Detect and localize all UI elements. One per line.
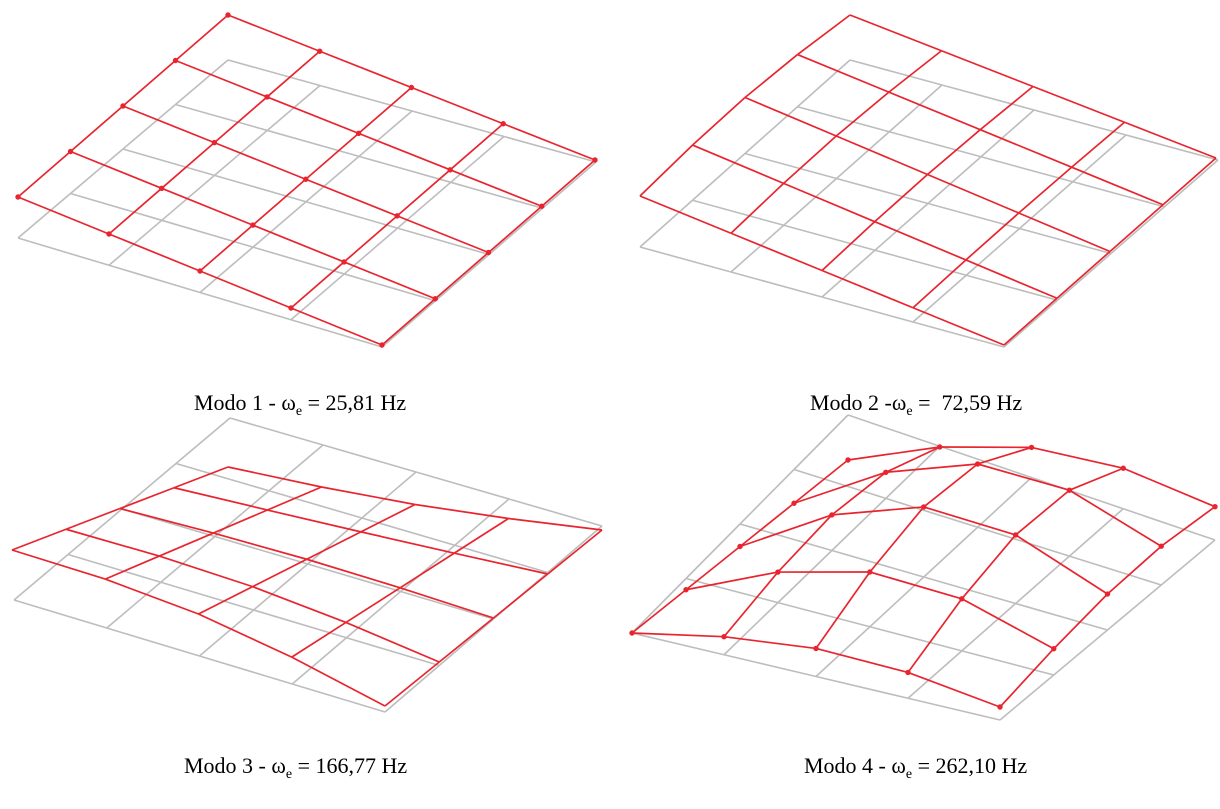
mode-4-shape-edge-v-0-3 xyxy=(794,460,848,503)
mode-4-shape-edge-u-3-4 xyxy=(1123,468,1215,506)
mode-4-grid-edge-u-2-1 xyxy=(870,627,962,651)
mode-4-shape-edge-v-2-1 xyxy=(870,507,924,572)
mode-4-shape-node-3-4 xyxy=(1121,466,1125,470)
mode-4-grid-edge-v-1-1 xyxy=(778,551,832,603)
mode-4-shape-node-0-0 xyxy=(630,631,634,635)
mode-4-grid-edge-u-2-3 xyxy=(978,527,1070,556)
mode-4-shape-node-1-0 xyxy=(722,634,726,638)
mode-4-frequency: = 262,10 Hz xyxy=(912,753,1027,778)
mode-4-grid-edge-v-0-0 xyxy=(632,579,686,634)
mode-4-grid-edge-u-2-4 xyxy=(1032,478,1124,509)
mode-4-shape-node-1-3 xyxy=(884,470,888,474)
mode-4-grid-edge-v-3-1 xyxy=(962,604,1016,651)
mode-4-shape-edge-u-2-1 xyxy=(870,572,962,599)
mode-4-label: Modo 4 - xyxy=(804,753,891,778)
mode-4-shape-edge-v-1-2 xyxy=(832,472,886,515)
mode-4-shape-edge-v-1-0 xyxy=(724,572,778,637)
mode-4-panel: Modo 4 - ωe = 262,10 Hz xyxy=(0,0,1220,762)
mode-4-shape-edge-v-4-3 xyxy=(1161,507,1215,547)
mode-4-grid-edge-u-3-3 xyxy=(1069,556,1161,585)
mode-4-grid-edge-v-3-2 xyxy=(1016,556,1070,603)
mode-4-undeformed-mesh xyxy=(632,415,1215,720)
mode-4-shape-edge-v-0-0 xyxy=(632,590,686,633)
mode-4-diagram xyxy=(0,0,1220,720)
mode-4-shape-edge-v-3-1 xyxy=(962,535,1016,599)
mode-4-grid-edge-u-0-4 xyxy=(848,415,940,446)
mode-4-grid-edge-v-2-0 xyxy=(816,627,870,677)
mode-4-shape-node-0-4 xyxy=(846,458,850,462)
mode-4-shape-edge-u-3-1 xyxy=(962,599,1054,649)
mode-4-shape-node-2-3 xyxy=(975,462,979,466)
mode-4-shape-edge-v-2-0 xyxy=(816,572,870,648)
mode-4-shape-node-3-1 xyxy=(960,597,964,601)
mode-4-shape-edge-u-2-4 xyxy=(1032,447,1124,468)
mode-4-shape-node-3-0 xyxy=(906,670,910,674)
mode-4-grid-edge-u-0-1 xyxy=(686,579,778,603)
mode-4-shape-node-4-0 xyxy=(998,705,1002,709)
mode-4-grid-edge-v-4-2 xyxy=(1108,585,1162,630)
mode-4-shape-node-2-2 xyxy=(922,505,926,509)
mode-4-grid-edge-u-1-3 xyxy=(886,498,978,527)
mode-4-shape-node-2-0 xyxy=(814,646,818,650)
mode-4-shape-edge-v-2-2 xyxy=(924,464,978,507)
mode-4-shape-node-3-3 xyxy=(1067,488,1071,492)
mode-4-grid-edge-v-3-3 xyxy=(1069,509,1123,556)
mode-4-shape-node-1-4 xyxy=(938,445,942,449)
mode-4-shape-node-0-3 xyxy=(792,501,796,505)
mode-4-grid-edge-u-0-2 xyxy=(740,524,832,551)
mode-4-shape-edge-u-3-3 xyxy=(1069,490,1161,546)
mode-4-shape-edge-v-3-0 xyxy=(908,599,962,673)
mode-4-shape-edge-u-1-2 xyxy=(832,507,924,515)
mode-4-shape-node-2-4 xyxy=(1029,445,1033,449)
mode-4-omega: ω xyxy=(891,753,905,778)
mode-4-shape-node-0-2 xyxy=(738,544,742,548)
mode-4-grid-edge-u-1-2 xyxy=(832,551,924,578)
mode-4-shape-edge-v-3-3 xyxy=(1069,468,1123,490)
mode-4-shape-node-4-4 xyxy=(1213,504,1217,508)
mode-4-shape-edge-v-0-2 xyxy=(740,503,794,546)
mode-4-shape-node-1-1 xyxy=(776,570,780,574)
mode-4-shape-edge-v-3-2 xyxy=(1016,490,1070,535)
mode-4-grid-edge-v-1-2 xyxy=(832,498,886,550)
mode-4-grid-edge-u-1-1 xyxy=(778,603,870,627)
mode-4-grid-edge-v-4-1 xyxy=(1054,630,1108,675)
mode-4-shape-node-3-2 xyxy=(1013,533,1017,537)
mode-4-grid-edge-v-0-3 xyxy=(794,415,848,470)
mode-4-caption: Modo 4 - ωe = 262,10 Hz xyxy=(782,727,1027,809)
mode-4-grid-edge-v-0-2 xyxy=(740,470,794,525)
mode-4-grid-edge-v-1-0 xyxy=(724,603,778,655)
mode-4-grid-edge-u-3-4 xyxy=(1123,509,1215,540)
mode-4-shape-node-1-2 xyxy=(830,513,834,517)
mode-4-grid-edge-u-2-0 xyxy=(816,677,908,699)
mode-4-shape-edge-v-0-1 xyxy=(686,547,740,590)
mode-4-grid-edge-v-2-3 xyxy=(978,478,1032,528)
mode-4-shape-edge-u-2-2 xyxy=(924,507,1016,535)
mode-4-grid-edge-u-1-0 xyxy=(724,655,816,677)
mode-4-shape-node-4-3 xyxy=(1159,544,1163,548)
mode-4-shape-node-4-1 xyxy=(1052,647,1056,651)
mode-4-grid-edge-v-0-1 xyxy=(686,524,740,579)
mode-4-shape-edge-u-2-0 xyxy=(816,648,908,672)
mode-4-shape-node-4-2 xyxy=(1105,592,1109,596)
mode-4-grid-edge-v-2-2 xyxy=(924,527,978,577)
mode-4-shape-edge-u-1-0 xyxy=(724,637,816,649)
mode-4-shape-node-0-1 xyxy=(684,588,688,592)
mode-4-shape-edge-u-0-3 xyxy=(794,472,886,503)
mode-4-shape-edge-v-2-3 xyxy=(978,447,1032,464)
mode-4-shape-edge-u-0-1 xyxy=(686,572,778,590)
mode-4-shape-edge-v-4-1 xyxy=(1054,594,1108,649)
mode-4-shape-edge-u-2-3 xyxy=(978,464,1070,490)
mode-4-grid-edge-v-4-3 xyxy=(1161,540,1215,585)
mode-4-shape-node-2-1 xyxy=(868,570,872,574)
